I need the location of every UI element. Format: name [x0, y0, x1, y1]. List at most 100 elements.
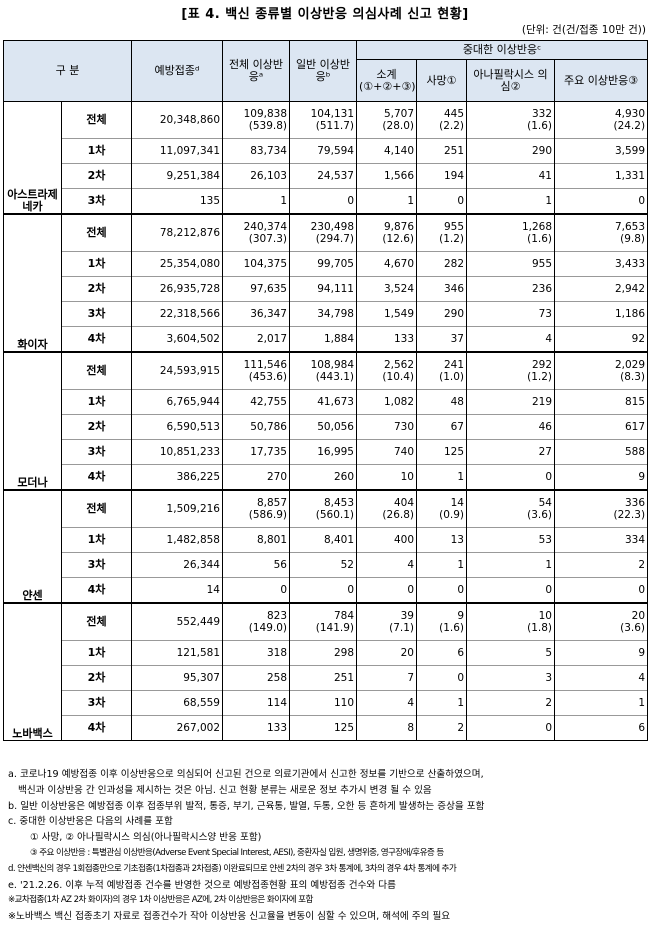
footnote: a. 코로나19 예방접종 이후 이상반응으로 의심되어 신고된 건으로 의료기… — [8, 769, 484, 780]
dose-label: 2차 — [61, 414, 132, 440]
cell-general: 16,995 — [289, 439, 357, 465]
cell-major: 7,653 — [553, 213, 649, 233]
cell-subtotal: 5,707 — [356, 101, 417, 120]
cell-death: 13 — [416, 527, 467, 553]
cell-major: 6 — [553, 715, 649, 741]
footnote: ※교차접종(1차 AZ 2차 화이자)의 경우 1차 이상반응은 AZ에, 2차… — [8, 895, 313, 906]
rate-major: (9.8) — [553, 233, 649, 252]
cell-vaccinations: 135 — [131, 188, 223, 214]
cell-general: 79,594 — [289, 138, 357, 164]
cell-major: 1 — [553, 690, 649, 716]
cell-subtotal: 9,876 — [356, 213, 417, 233]
cell-general: 99,705 — [289, 251, 357, 277]
cell-subtotal: 4,140 — [356, 138, 417, 164]
cell-general: 41,673 — [289, 389, 357, 415]
cell-general: 251 — [289, 665, 357, 691]
header-subtotal: 소계 (①+②+③) — [356, 59, 417, 102]
rate-death: (2.2) — [416, 120, 467, 139]
cell-death: 37 — [416, 326, 467, 352]
cell-general: 34,798 — [289, 301, 357, 327]
cell-death: 346 — [416, 276, 467, 302]
cell-anaphylaxis: 0 — [466, 715, 555, 741]
cell-major: 1,331 — [553, 163, 649, 189]
cell-total: 17,735 — [222, 439, 290, 465]
cell-vaccinations: 121,581 — [131, 640, 223, 666]
cell-major: 20 — [553, 602, 649, 622]
cell-subtotal: 730 — [356, 414, 417, 440]
rate-subtotal: (12.6) — [356, 233, 417, 252]
dose-label: 3차 — [61, 439, 132, 465]
rate-subtotal: (7.1) — [356, 622, 417, 641]
cell-total: 83,734 — [222, 138, 290, 164]
cell-total: 111,546 — [222, 351, 290, 371]
cell-vaccinations: 1,482,858 — [131, 527, 223, 553]
cell-subtotal: 133 — [356, 326, 417, 352]
cell-total: 258 — [222, 665, 290, 691]
cell-total: 26,103 — [222, 163, 290, 189]
cell-general: 8,453 — [289, 489, 357, 509]
cell-anaphylaxis: 4 — [466, 326, 555, 352]
cell-anaphylaxis: 1 — [466, 552, 555, 578]
rate-total: (307.3) — [222, 233, 290, 252]
cell-total: 318 — [222, 640, 290, 666]
cell-anaphylaxis: 332 — [466, 101, 555, 120]
cell-anaphylaxis: 290 — [466, 138, 555, 164]
rate-general: (511.7) — [289, 120, 357, 139]
cell-death: 48 — [416, 389, 467, 415]
cell-general: 0 — [289, 577, 357, 603]
rate-subtotal: (28.0) — [356, 120, 417, 139]
cell-total: 56 — [222, 552, 290, 578]
cell-vaccinations: 26,935,728 — [131, 276, 223, 302]
header-serious: 중대한 이상반응ᶜ — [355, 40, 649, 60]
footnote: e. '21.2.26. 이후 누적 예방접종 건수를 반영한 것으로 예방접종… — [8, 879, 396, 891]
cell-major: 9 — [553, 640, 649, 666]
header-general: 일반 이상반응ᵇ — [289, 40, 357, 102]
dose-label: 2차 — [61, 665, 132, 691]
cell-death: 955 — [416, 213, 467, 233]
cell-vaccinations: 20,348,860 — [131, 101, 223, 139]
cell-general: 94,111 — [289, 276, 357, 302]
dose-label: 4차 — [61, 577, 132, 603]
cell-vaccinations: 9,251,384 — [131, 163, 223, 189]
cell-subtotal: 2,562 — [356, 351, 417, 371]
cell-anaphylaxis: 219 — [466, 389, 555, 415]
cell-anaphylaxis: 236 — [466, 276, 555, 302]
dose-label: 전체 — [61, 489, 132, 528]
cell-general: 8,401 — [289, 527, 357, 553]
cell-major: 92 — [553, 326, 649, 352]
cell-death: 6 — [416, 640, 467, 666]
cell-death: 0 — [416, 188, 467, 214]
header-category: 구 분 — [3, 40, 132, 102]
dose-label: 2차 — [61, 163, 132, 189]
cell-vaccinations: 6,590,513 — [131, 414, 223, 440]
rate-major: (8.3) — [553, 371, 649, 390]
cell-anaphylaxis: 0 — [466, 577, 555, 603]
cell-total: 109,838 — [222, 101, 290, 120]
cell-total: 8,801 — [222, 527, 290, 553]
dose-label: 1차 — [61, 138, 132, 164]
cell-general: 108,984 — [289, 351, 357, 371]
rate-anaphylaxis: (1.6) — [466, 120, 555, 139]
cell-major: 0 — [553, 577, 649, 603]
dose-label: 전체 — [61, 351, 132, 390]
dose-label: 3차 — [61, 552, 132, 578]
cell-general: 1,884 — [289, 326, 357, 352]
cell-anaphylaxis: 46 — [466, 414, 555, 440]
cell-subtotal: 4 — [356, 552, 417, 578]
cell-death: 9 — [416, 602, 467, 622]
cell-death: 445 — [416, 101, 467, 120]
footnote: ① 사망, ② 아나필락시스 의심(아나필락시스양 반응 포함) — [30, 832, 262, 844]
rate-subtotal: (26.8) — [356, 509, 417, 528]
cell-subtotal: 404 — [356, 489, 417, 509]
cell-total: 97,635 — [222, 276, 290, 302]
cell-total: 36,347 — [222, 301, 290, 327]
cell-vaccinations: 6,765,944 — [131, 389, 223, 415]
cell-death: 1 — [416, 464, 467, 490]
header-anaphylaxis: 아나필락시스 의심② — [466, 59, 555, 102]
cell-vaccinations: 24,593,915 — [131, 351, 223, 390]
dose-label: 전체 — [61, 213, 132, 252]
cell-vaccinations: 10,851,233 — [131, 439, 223, 465]
cell-anaphylaxis: 5 — [466, 640, 555, 666]
cell-anaphylaxis: 10 — [466, 602, 555, 622]
